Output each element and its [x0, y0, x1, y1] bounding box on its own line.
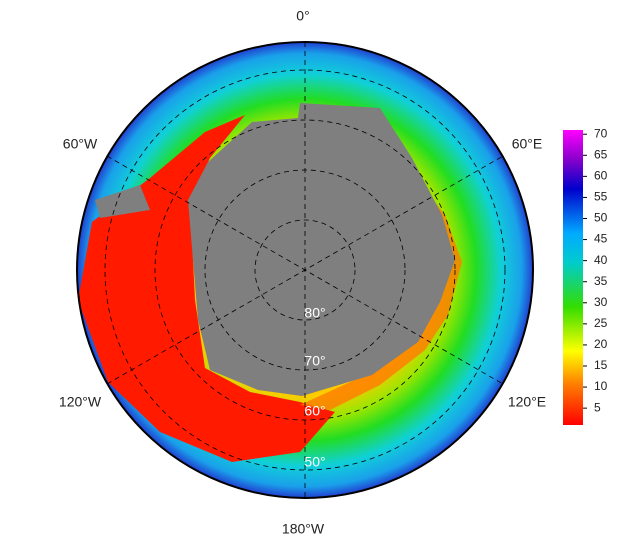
longitude-label: 60°W: [63, 136, 98, 152]
latitude-label: 80°: [304, 305, 325, 321]
longitude-label: 120°W: [59, 394, 102, 410]
latitude-label: 70°: [304, 353, 325, 369]
longitude-label: 180°W: [282, 521, 325, 537]
colorbar-tick-label: 40: [594, 253, 608, 267]
colorbar-tick-label: 50: [594, 211, 608, 225]
longitude-label: 120°E: [508, 394, 546, 410]
colorbar-tick-label: 25: [594, 316, 608, 330]
latitude-label: 50°: [304, 454, 325, 470]
colorbar-tick-label: 20: [594, 337, 608, 351]
longitude-label: 60°E: [512, 136, 543, 152]
longitude-label: 0°: [296, 8, 309, 24]
latitude-label: 60°: [304, 403, 325, 419]
colorbar-tick-label: 30: [594, 295, 608, 309]
colorbar-tick-label: 10: [594, 379, 608, 393]
colorbar-tick-label: 45: [594, 232, 608, 246]
colorbar-tick-label: 65: [594, 147, 608, 161]
map-border: [76, 41, 534, 499]
colorbar-tick-label: 35: [594, 274, 608, 288]
colorbar: [563, 130, 583, 425]
colorbar-tick-label: 70: [594, 126, 608, 140]
colorbar-tick-label: 15: [594, 358, 608, 372]
colorbar-tick-label: 60: [594, 169, 608, 183]
colorbar-tick-label: 5: [594, 400, 601, 414]
graticule: [104, 42, 506, 498]
colorbar-tick-label: 55: [594, 190, 608, 204]
